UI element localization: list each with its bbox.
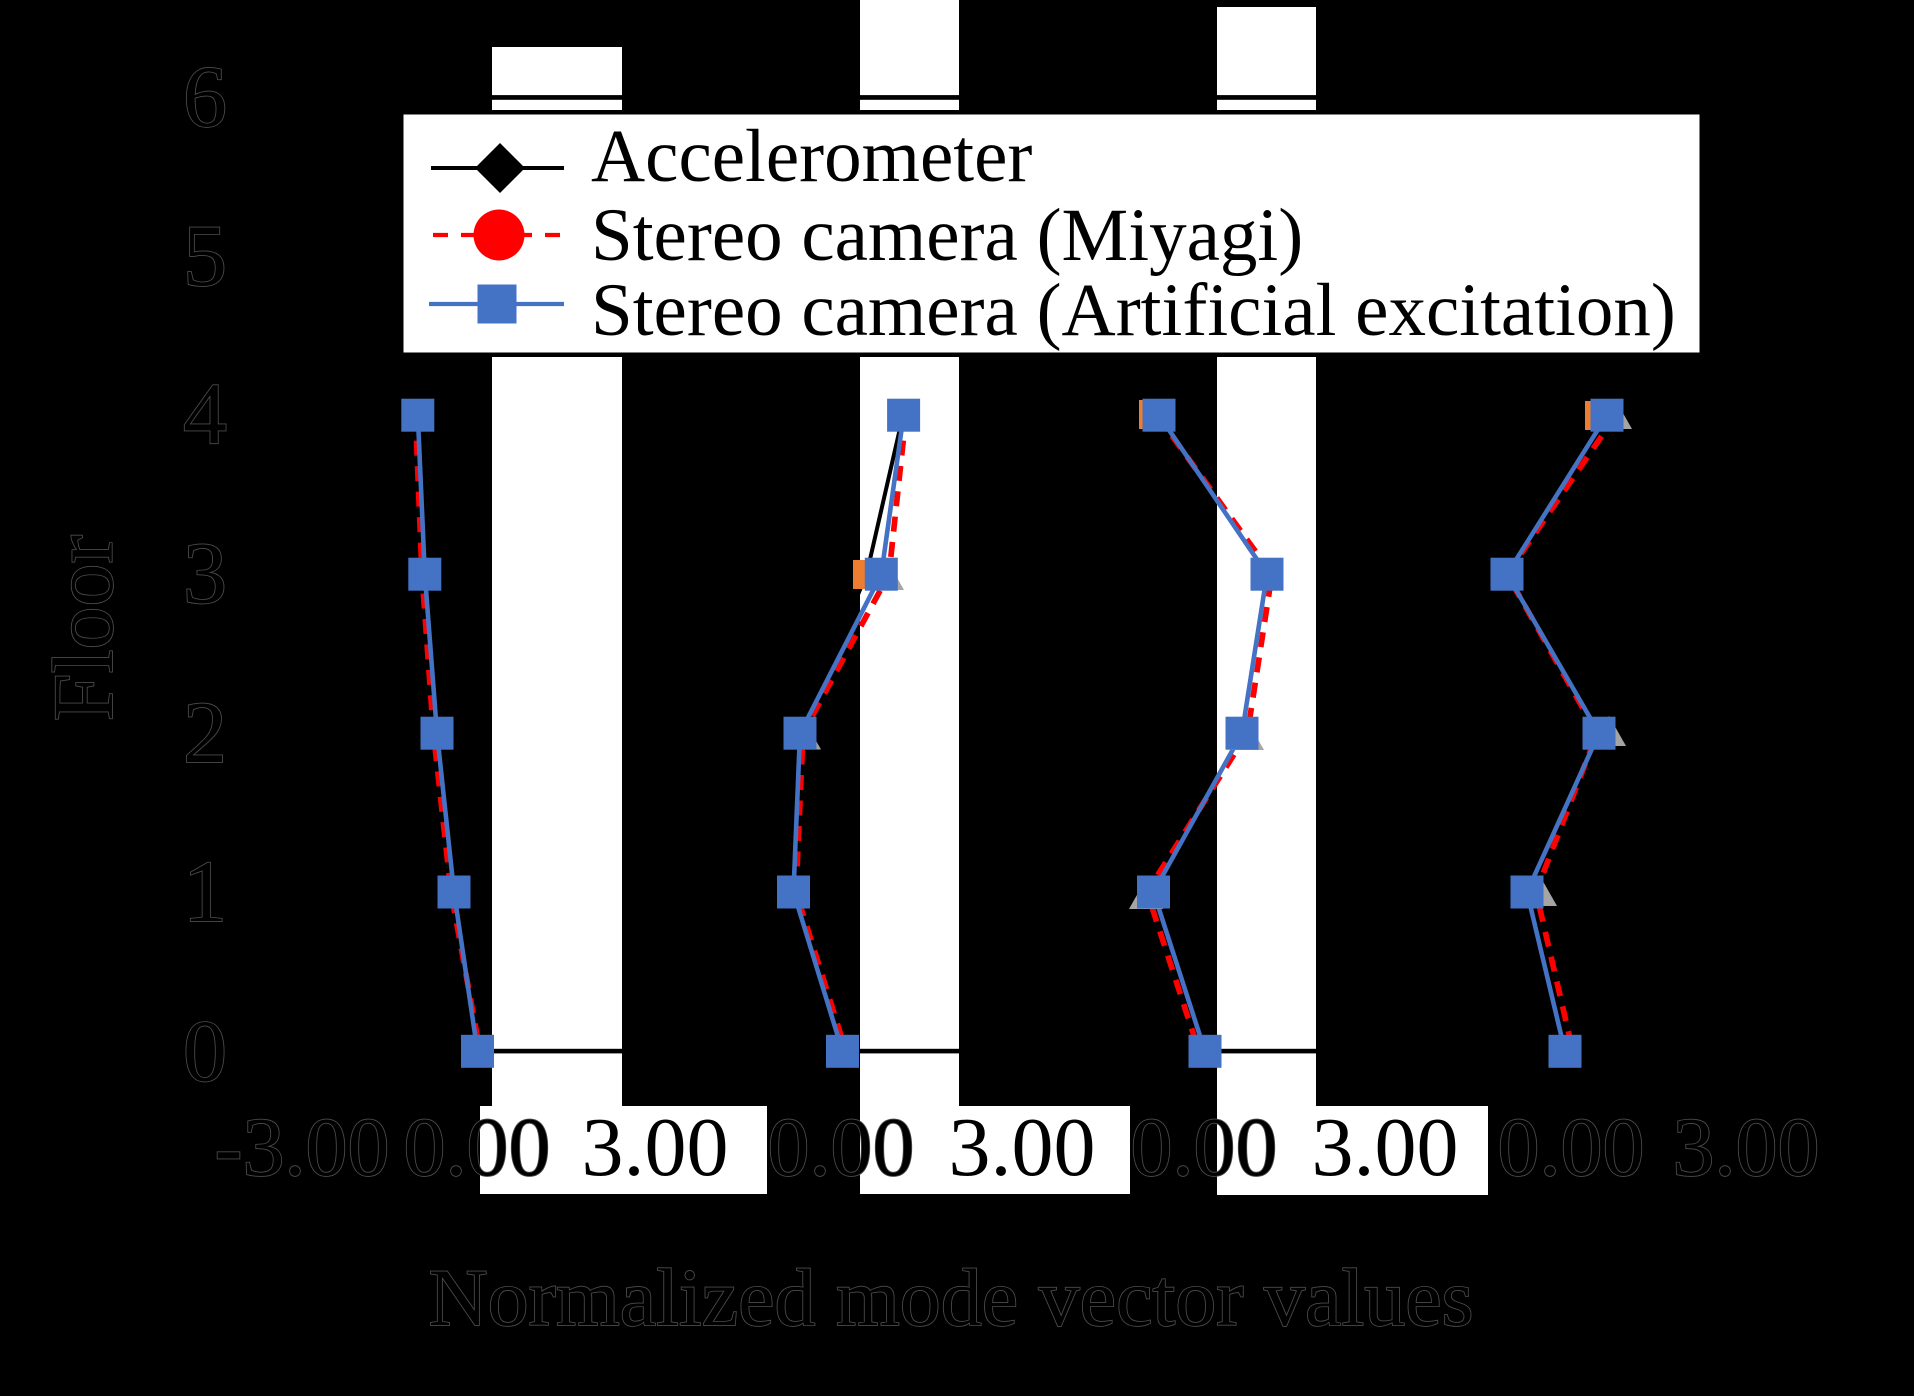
svg-text:0.00: 0.00: [1131, 1101, 1278, 1194]
svg-text:0.00: 0.00: [404, 1101, 551, 1194]
svg-text:0.00: 0.00: [1498, 1101, 1645, 1194]
svg-text:2: 2: [183, 685, 227, 782]
svg-text:3.00: 3.00: [582, 1101, 729, 1194]
svg-text:3: 3: [183, 526, 227, 623]
svg-text:3.00: 3.00: [949, 1101, 1096, 1194]
svg-text:6: 6: [183, 49, 227, 146]
svg-text:Accelerometer: Accelerometer: [591, 115, 1032, 198]
svg-text:3.00: 3.00: [1312, 1101, 1459, 1194]
svg-text:4: 4: [183, 366, 227, 463]
svg-text:5: 5: [183, 208, 227, 305]
svg-text:Stereo camera (Artificial exci: Stereo camera (Artificial excitation): [591, 269, 1676, 352]
svg-text:Stereo camera (Miyagi): Stereo camera (Miyagi): [591, 194, 1303, 277]
svg-text:3.00: 3.00: [1673, 1101, 1820, 1194]
svg-text:1: 1: [183, 844, 227, 941]
svg-text:Normalized mode vector values: Normalized mode vector values: [428, 1252, 1473, 1343]
svg-text:Floor: Floor: [35, 535, 131, 721]
svg-text:-3.00: -3.00: [215, 1101, 390, 1194]
svg-text:0.00: 0.00: [768, 1101, 915, 1194]
svg-text:0: 0: [183, 1004, 227, 1101]
